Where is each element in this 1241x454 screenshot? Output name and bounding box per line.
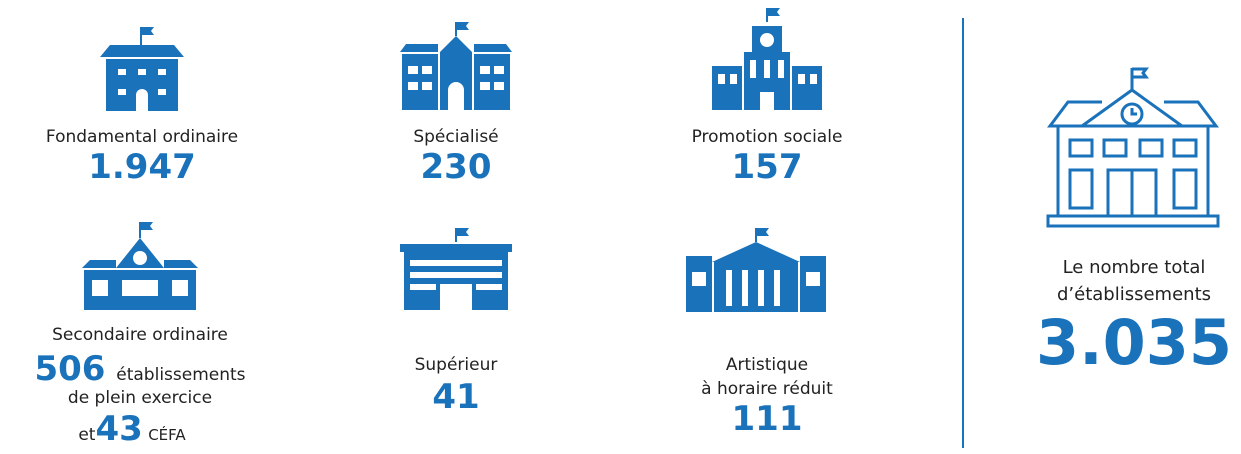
- text: de plein exercice: [67, 388, 213, 408]
- value: 506: [34, 349, 106, 389]
- total-value: 3.035: [1035, 306, 1233, 379]
- label: Promotion sociale: [691, 127, 843, 147]
- value: 111: [731, 399, 803, 439]
- label: Spécialisé: [413, 127, 499, 147]
- icon-promotion: [712, 8, 822, 110]
- icon-artistique: [686, 228, 826, 312]
- label: Fondamental ordinaire: [45, 127, 239, 147]
- text: établissements: [116, 365, 246, 385]
- divider: [962, 18, 964, 448]
- text: CÉFA: [148, 426, 186, 444]
- label: d’établissements: [1056, 284, 1212, 305]
- icon-specialise: [400, 22, 512, 110]
- icon-superieur: [400, 228, 512, 310]
- label: Secondaire ordinaire: [52, 325, 228, 345]
- label: Artistique: [725, 355, 809, 375]
- value-line: et43 CÉFA: [78, 410, 185, 454]
- icon-secondaire: [82, 222, 198, 310]
- value: 43: [95, 409, 143, 449]
- icon-fondamental: [100, 27, 184, 111]
- value-line: 506 établissements: [34, 350, 245, 394]
- value: 230: [420, 147, 492, 187]
- label: Supérieur: [414, 355, 498, 375]
- value: 41: [432, 377, 480, 417]
- label: Le nombre total: [1062, 257, 1206, 278]
- label: à horaire réduit: [701, 379, 833, 399]
- icon-total: [1046, 67, 1220, 228]
- value: 157: [731, 147, 803, 187]
- text: et: [78, 425, 96, 445]
- value: 1.947: [88, 147, 196, 187]
